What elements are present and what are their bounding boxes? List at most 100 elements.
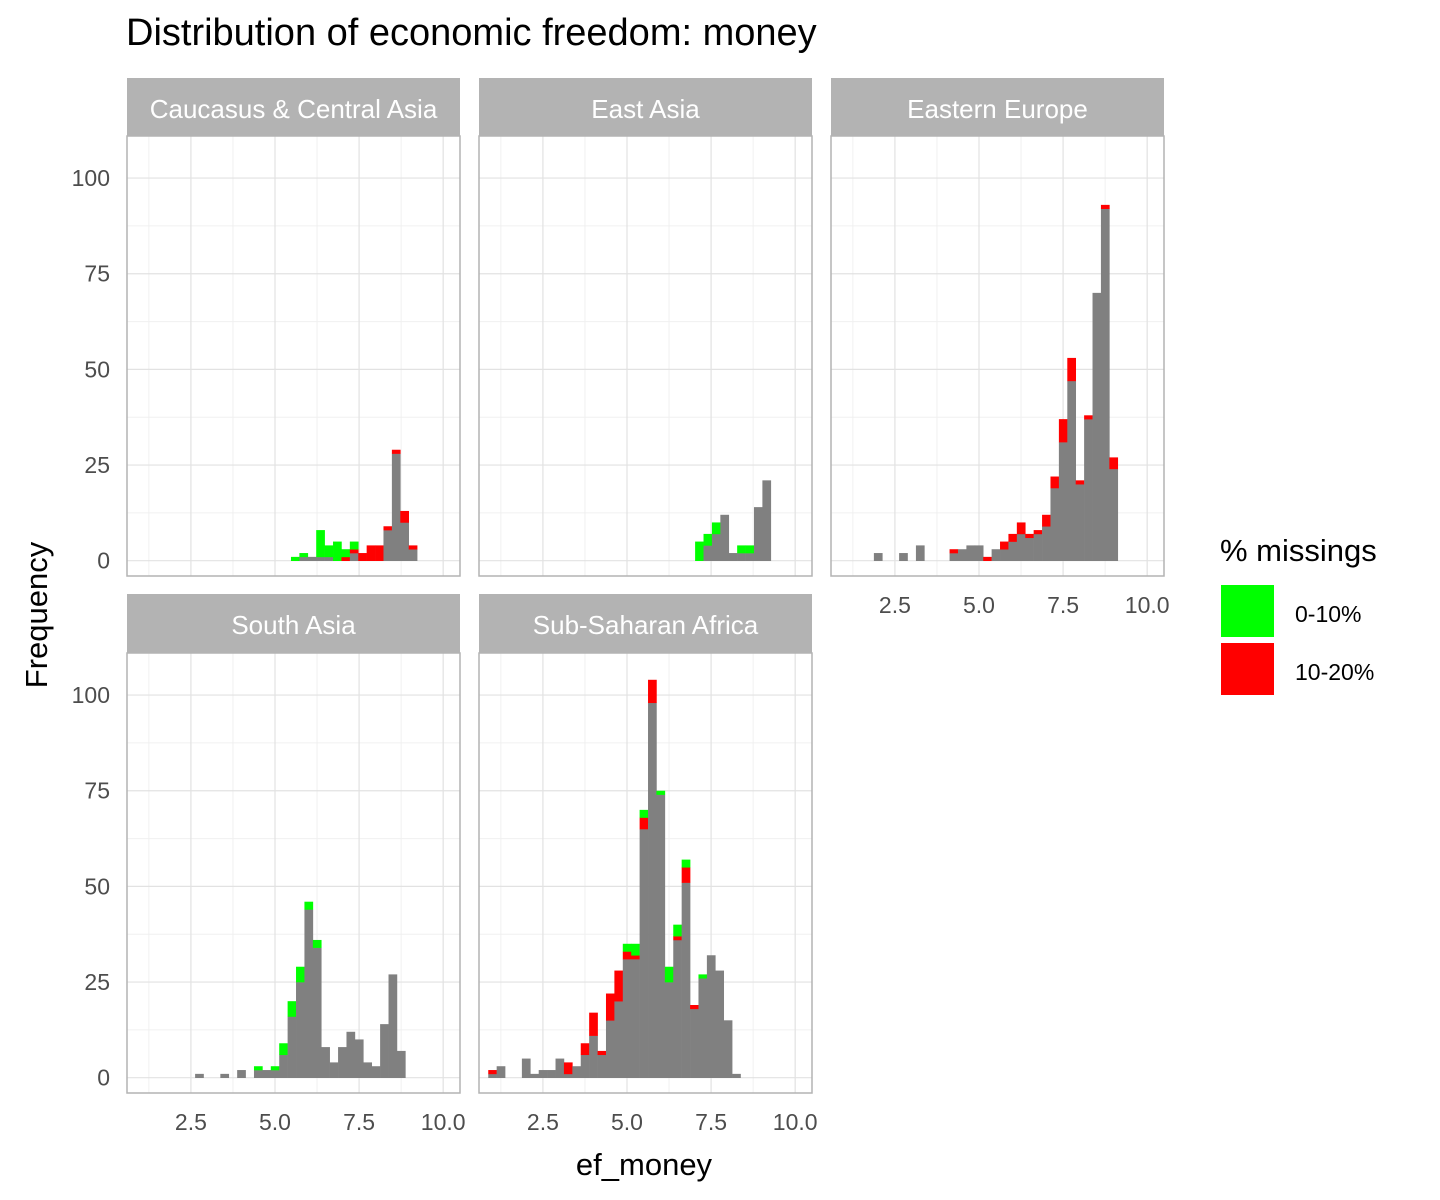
bar-segment-complete xyxy=(299,556,309,561)
bar-segment-complete xyxy=(873,553,883,561)
bar-segment-10-20 xyxy=(391,449,401,454)
bar-segment-complete xyxy=(899,553,908,561)
bar-segment-complete xyxy=(547,1070,556,1078)
bar-segment-10-20 xyxy=(408,545,418,550)
bar-segment-complete xyxy=(639,829,649,1078)
bar-segment-10-20 xyxy=(614,970,624,1002)
bar-segment-0-10 xyxy=(673,924,682,937)
x-tick-label: 5.0 xyxy=(611,1109,643,1135)
bar-segment-complete xyxy=(237,1070,246,1078)
x-tick-label: 2.5 xyxy=(879,592,911,618)
x-tick-label: 10.0 xyxy=(773,1109,818,1135)
bar-segment-10-20 xyxy=(1067,357,1077,382)
bar-segment-0-10 xyxy=(695,541,704,561)
x-tick-label: 2.5 xyxy=(527,1109,559,1135)
bar-segment-complete xyxy=(287,1016,297,1078)
bar-segment-complete xyxy=(723,1020,733,1078)
legend: % missings 0-10% 10-20% xyxy=(1220,533,1377,695)
legend-swatch-0-10 xyxy=(1221,585,1274,637)
bar-segment-complete xyxy=(698,978,708,1078)
bar-segment-complete xyxy=(745,553,755,561)
bar-segment-0-10 xyxy=(703,533,713,546)
bar-segment-complete xyxy=(521,1058,531,1078)
bar-segment-complete xyxy=(572,1066,582,1078)
legend-label-0-10: 0-10% xyxy=(1295,601,1361,627)
bar-segment-0-10 xyxy=(745,545,755,554)
bar-segment-complete xyxy=(690,1008,699,1078)
y-tick-label: 25 xyxy=(84,452,110,478)
bar-segment-10-20 xyxy=(580,1043,590,1056)
bar-segment-10-20 xyxy=(1050,476,1060,489)
y-tick-label: 25 xyxy=(84,969,110,995)
y-tick-label: 0 xyxy=(97,1065,110,1091)
bar-segment-complete xyxy=(974,545,984,561)
y-axis-title: Frequency xyxy=(19,541,54,688)
bar-segment-complete xyxy=(279,1054,288,1078)
bar-segment-10-20 xyxy=(1016,522,1026,535)
bar-segment-10-20 xyxy=(1109,457,1119,470)
panel-border xyxy=(478,652,813,1094)
bar-segment-0-10 xyxy=(290,556,300,561)
bar-segment-complete xyxy=(371,1066,381,1078)
bar-segment-complete xyxy=(597,1054,607,1078)
bar-segment-complete xyxy=(753,507,763,561)
panel-border xyxy=(478,135,813,577)
facet-strip xyxy=(127,78,460,136)
bar-segment-complete xyxy=(622,959,632,1078)
bar-segment-10-20 xyxy=(488,1070,497,1075)
facet-strip xyxy=(479,78,812,136)
bar-segment-complete xyxy=(1100,208,1110,561)
bar-segment-0-10 xyxy=(622,943,632,952)
facet-strip-label: Caucasus & Central Asia xyxy=(150,94,438,124)
bar-segment-10-20 xyxy=(366,545,376,561)
bar-segment-complete xyxy=(762,480,772,561)
x-tick-label: 10.0 xyxy=(421,1109,466,1135)
bar-segment-complete xyxy=(631,959,640,1078)
bar-segment-complete xyxy=(329,1062,339,1078)
bar-segment-complete xyxy=(349,553,359,561)
bar-segment-10-20 xyxy=(1100,204,1110,209)
bar-segment-complete xyxy=(312,947,322,1078)
bar-segment-0-10 xyxy=(681,859,691,868)
bar-segment-10-20 xyxy=(383,526,393,531)
bar-segment-complete xyxy=(270,1070,280,1078)
bar-segment-complete xyxy=(391,453,401,561)
bar-segment-complete xyxy=(316,556,325,561)
bar-segment-complete xyxy=(1033,533,1043,561)
bar-segment-complete xyxy=(1075,484,1085,561)
bar-segment-complete xyxy=(304,909,314,1078)
facet-panel: Sub-Saharan Africa 2.5 5.0 7.5 10.0 xyxy=(478,594,818,1135)
bar-segment-complete xyxy=(195,1073,204,1078)
bar-segment-complete xyxy=(605,1020,615,1078)
bar-segment-10-20 xyxy=(622,951,632,960)
bar-segment-10-20 xyxy=(1058,419,1068,443)
facet-strip-label: Sub-Saharan Africa xyxy=(533,610,759,640)
bar-segment-complete xyxy=(656,794,666,1078)
bar-segment-complete xyxy=(706,955,716,1078)
y-tick-label: 100 xyxy=(72,165,110,191)
bar-segment-0-10 xyxy=(270,1066,280,1071)
bar-segment-10-20 xyxy=(589,1012,598,1036)
bar-segment-0-10 xyxy=(664,966,674,983)
facet-panel: Caucasus & Central Asia 0 25 50 75 100 xyxy=(72,78,461,577)
legend-swatch-10-20 xyxy=(1221,643,1274,695)
bar-segment-0-10 xyxy=(253,1066,263,1071)
bar-segment-0-10 xyxy=(279,1043,288,1056)
bar-segment-complete xyxy=(1025,537,1034,561)
panel-border xyxy=(126,135,461,577)
bar-segment-complete xyxy=(307,556,317,561)
facet-strip xyxy=(127,594,460,653)
bar-segment-complete xyxy=(1008,541,1018,561)
bar-segment-10-20 xyxy=(597,1050,607,1056)
panel-border xyxy=(126,652,461,1094)
bar-segment-complete xyxy=(715,970,725,1078)
bar-segment-0-10 xyxy=(631,943,640,956)
bar-segment-0-10 xyxy=(312,939,322,948)
facet-panel: East Asia xyxy=(478,78,813,577)
bar-segment-0-10 xyxy=(304,901,314,910)
bar-segment-0-10 xyxy=(737,545,746,554)
chart-title: Distribution of economic freedom: money xyxy=(126,12,817,54)
bar-segment-complete xyxy=(703,545,713,561)
bar-segment-complete xyxy=(346,1031,356,1078)
